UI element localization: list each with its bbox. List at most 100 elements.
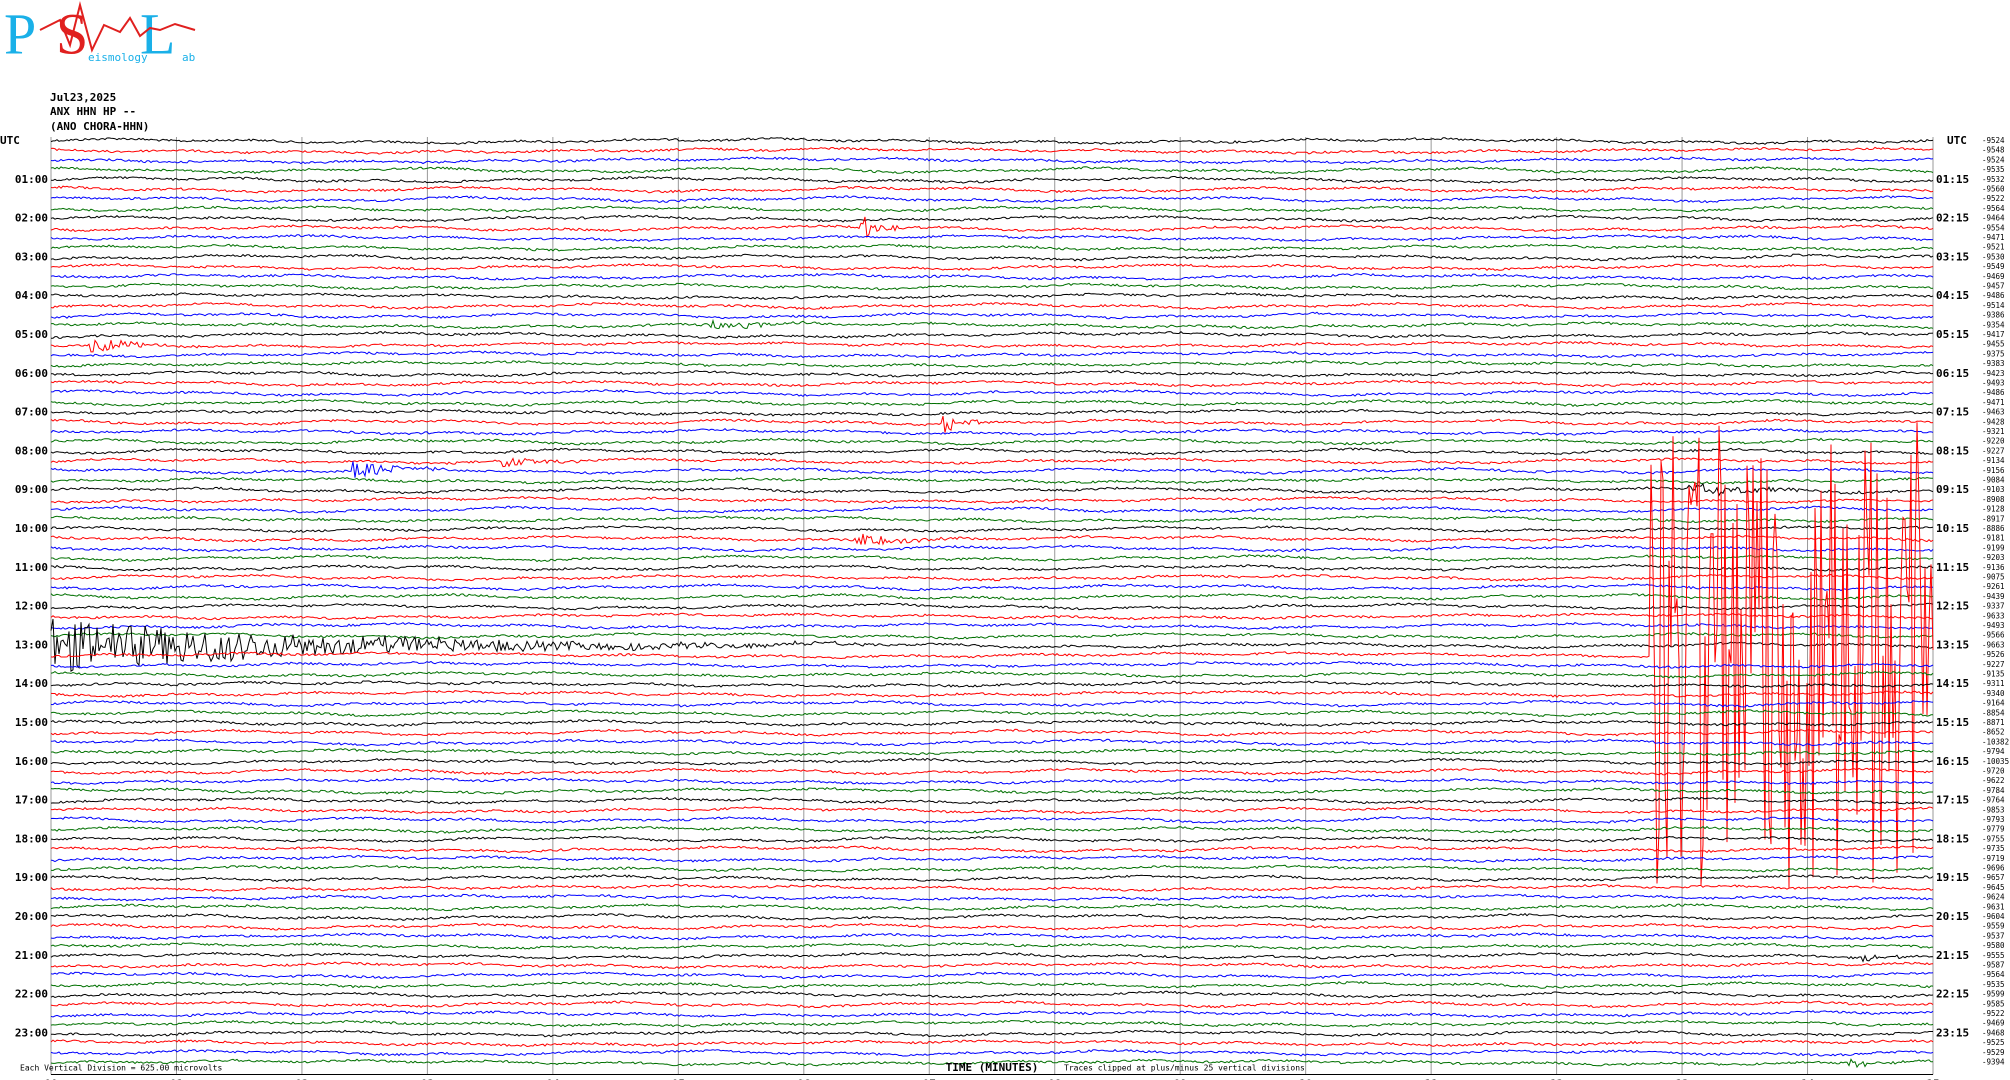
logo-word: eismology [88,51,148,64]
trace-offset: -9554 [1982,223,2005,232]
trace-offset: -9522 [1982,1009,2005,1018]
trace [50,932,1934,941]
trace-offset: -8886 [1982,524,2005,533]
trace-offset: -9468 [1982,1028,2005,1037]
trace [50,854,1934,863]
trace-offset: -9559 [1982,922,2005,931]
trace [50,156,1934,165]
trace-offset: -9599 [1982,990,2005,999]
trace [50,437,1934,446]
trace [50,205,1934,213]
hour-label: 20:15 [1936,910,1969,923]
trace-offset: -9469 [1982,272,2005,281]
x-tick-label: 04 [546,1078,560,1080]
trace [50,777,1934,786]
trace-offset: -9417 [1982,330,2005,339]
trace-offset: -9784 [1982,786,2005,795]
trace [50,233,1934,242]
header-line: Jul23,2025 [50,91,116,104]
trace [50,282,1934,291]
trace [50,971,1934,980]
x-tick-label: 05 [672,1078,685,1080]
trace [50,461,1934,478]
trace [50,1000,1934,1009]
hour-label: 08:00 [15,444,48,457]
labels: 00 01 02 03 04 05 06 07 08 09 10 11 12 13 14 15 UTC UTC 01… [0,134,2009,1080]
x-tick-label: 13 [1675,1078,1688,1080]
trace-offset: -9522 [1982,194,2005,203]
trace [50,845,1934,854]
trace-offset: -9337 [1982,602,2005,611]
trace [50,660,1934,669]
utc-label: UTC [0,134,20,147]
trace-offset: -9555 [1982,951,2005,960]
trace-offset: -9580 [1982,941,2005,950]
trace [50,301,1934,310]
hour-label: 03:15 [1936,250,1969,263]
trace [50,505,1934,514]
trace-offset: -9524 [1982,155,2005,164]
trace [50,748,1934,757]
trace [50,573,1934,582]
trace-offset: -9471 [1982,398,2005,407]
trace [50,602,1934,611]
hour-label: 07:15 [1936,406,1969,419]
trace [50,583,1934,592]
trace [51,554,1934,563]
hour-label: 10:15 [1936,522,1969,535]
trace-offset: -9493 [1982,379,2005,388]
logo-letter: L [140,1,175,66]
trace-offset: -9383 [1982,359,2005,368]
hour-label: 13:00 [15,638,48,651]
trace [50,670,1934,679]
trace [50,214,1934,223]
hour-label: 06:15 [1936,367,1969,380]
hour-label: 11:00 [15,561,48,574]
trace [50,680,1934,689]
trace [50,216,1934,239]
trace-offset: -9227 [1982,446,2005,455]
trace-offset: -9135 [1982,670,2005,679]
hour-label: 21:15 [1936,949,1969,962]
hour-label: 12:00 [15,600,48,613]
trace-offset: -9624 [1982,893,2005,902]
hour-label: 04:15 [1936,289,1969,302]
trace [50,137,1934,145]
hour-label: 23:00 [15,1026,48,1039]
hour-label: 07:00 [15,406,48,419]
trace-offset: -9514 [1982,301,2005,310]
trace [50,525,1934,533]
trace-offset: -9354 [1982,320,2005,329]
trace [51,806,1934,815]
trace-offset: -9164 [1982,699,2005,708]
trace-offset: -9156 [1982,466,2005,475]
trace [50,447,1934,456]
trace-offset: -9735 [1982,844,2005,853]
trace [50,689,1934,698]
hour-label: 20:00 [15,910,48,923]
trace [50,166,1934,174]
x-tick-label: 06 [797,1078,811,1080]
logo-word: ab [182,51,195,64]
hour-label: 12:15 [1936,600,1969,613]
x-tick-label: 08 [1048,1078,1061,1080]
utc-label: UTC [1947,134,1967,147]
trace [50,1049,1934,1057]
trace-offset: -9227 [1982,660,2005,669]
trace-offset: -9535 [1982,165,2005,174]
logo: P S L eismology ab [4,1,196,66]
trace-offset: -9423 [1982,369,2005,378]
x-tick-label: 09 [1174,1078,1187,1080]
hour-label: 10:00 [15,522,48,535]
trace [50,533,1934,546]
trace-offset: -9199 [1982,543,2005,552]
trace-offset: -9566 [1982,631,2005,640]
trace-offset: -9463 [1982,408,2005,417]
trace-offset: -9394 [1982,1058,2005,1067]
trace-offset: -9657 [1982,873,2005,882]
x-tick-label: 14 [1801,1078,1815,1080]
trace-offset: -9537 [1982,931,2005,940]
header-line: (ANO CHORA-HHN) [50,120,149,133]
trace [50,796,1933,805]
